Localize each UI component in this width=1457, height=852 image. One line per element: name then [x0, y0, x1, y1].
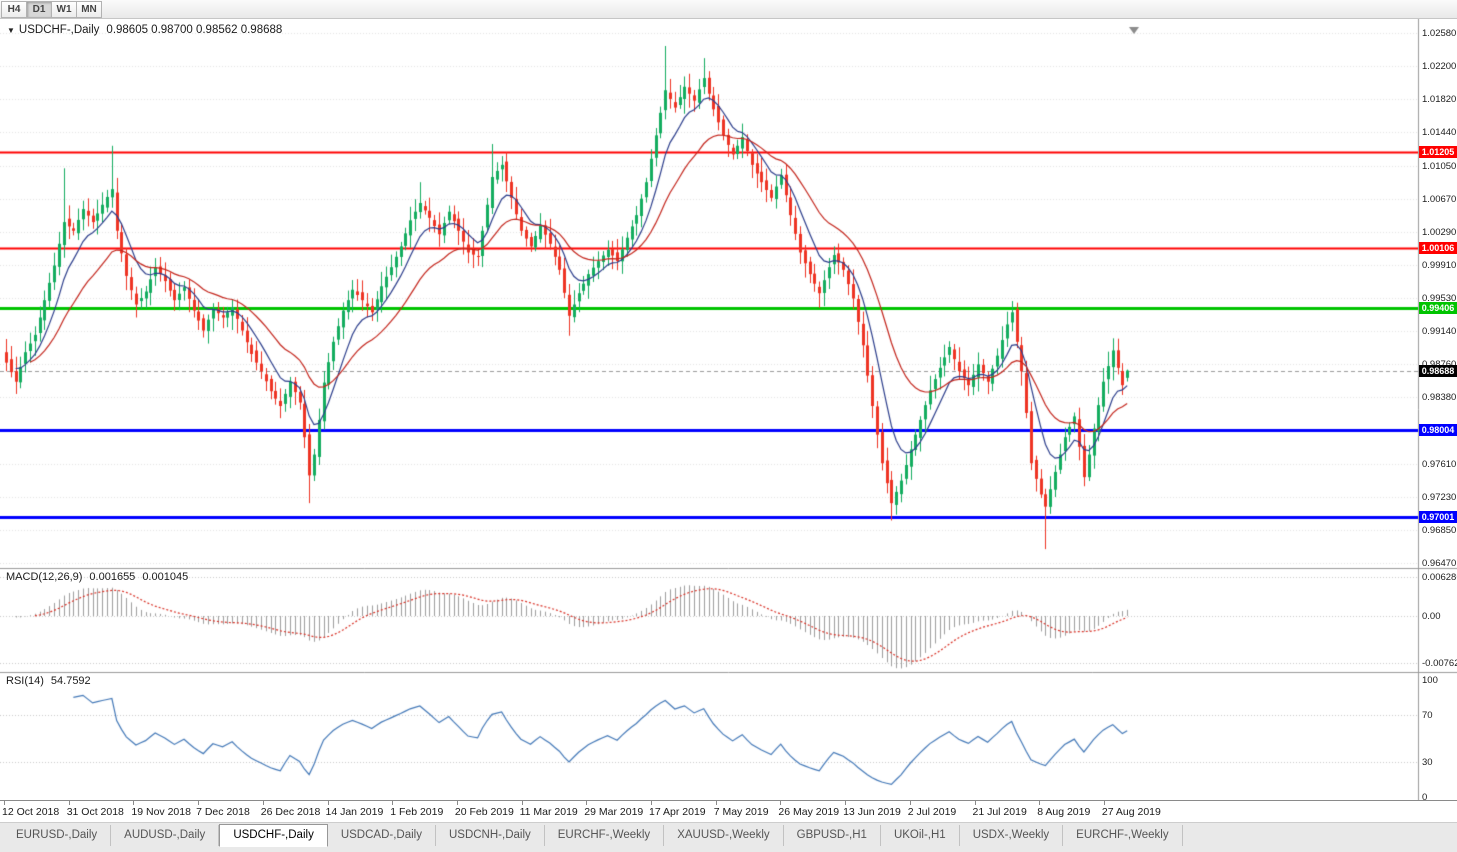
date-tick	[4, 801, 5, 805]
price-axis-label: 0.99140	[1422, 326, 1457, 338]
macd-signal-value: 0.001045	[142, 571, 189, 583]
date-tick	[1103, 801, 1105, 805]
price-axis-label: 1.01050	[1422, 160, 1457, 172]
price-axis-label: 0.96470	[1422, 558, 1457, 569]
current-price-tag: 0.98688	[1419, 364, 1457, 377]
timeframe-button-d1[interactable]: D1	[26, 0, 52, 18]
tab-usdcad-daily[interactable]: USDCAD-,Daily	[328, 825, 436, 846]
date-tick	[392, 801, 394, 805]
date-tick	[845, 801, 847, 805]
date-label: 1 Feb 2019	[390, 806, 444, 818]
price-axis-label: 0.99910	[1422, 259, 1457, 271]
date-tick	[521, 801, 523, 805]
price-axis-label: 1.01820	[1422, 93, 1457, 105]
date-tick	[715, 801, 717, 805]
date-label: 27 Aug 2019	[1101, 806, 1161, 818]
rsi-axis-label: 0	[1422, 792, 1428, 803]
date-label: 7 May 2019	[713, 806, 769, 818]
chart-title: ▼ USDCHF-,Daily 0.98605 0.98700 0.98562 0.…	[7, 24, 282, 36]
date-label: 20 Feb 2019	[454, 806, 514, 818]
tab-xauusd-weekly[interactable]: XAUUSD-,Weekly	[664, 825, 784, 846]
tab-usdchf-daily[interactable]: USDCHF-,Daily	[219, 824, 328, 847]
price-axis-label: 0.97230	[1422, 492, 1457, 504]
chart-symbol-label: USDCHF-,Daily	[18, 24, 100, 36]
price-level-tag: 0.97001	[1419, 510, 1457, 523]
date-tick	[327, 801, 329, 805]
date-label: 21 Jul 2019	[972, 806, 1027, 818]
price-axis-label: 1.00670	[1422, 193, 1457, 205]
price-axis-label: 1.02580	[1422, 28, 1457, 39]
price-axis-label: 0.96850	[1422, 525, 1457, 537]
chart-area: ▼ USDCHF-,Daily 0.98605 0.98700 0.98562 0.…	[0, 19, 1457, 803]
date-tick	[198, 801, 200, 805]
date-label: 19 Nov 2018	[131, 806, 191, 818]
date-tick	[262, 801, 264, 805]
date-label: 17 Apr 2019	[649, 806, 706, 818]
price-axis-label: 0.97610	[1422, 459, 1457, 471]
timeframe-toolbar: H4 D1 W1 MN	[0, 0, 1457, 19]
date-tick	[68, 801, 70, 805]
date-tick	[586, 801, 588, 805]
date-label: 13 Jun 2019	[843, 806, 901, 818]
tab-usdcnh-daily[interactable]: USDCNH-,Daily	[436, 825, 545, 846]
macd-main-value: 0.001655	[89, 571, 136, 583]
price-chart-canvas[interactable]	[0, 19, 1457, 800]
date-label: 29 Mar 2019	[584, 806, 644, 818]
price-level-tag: 1.00106	[1419, 241, 1457, 254]
rsi-axis-label: 30	[1422, 756, 1433, 768]
date-tick	[909, 801, 911, 805]
date-tick	[780, 801, 782, 805]
chart-tab-bar: EURUSD-,Daily AUDUSD-,Daily USDCHF-,Daily U…	[0, 822, 1457, 852]
date-tick	[133, 801, 135, 805]
date-axis[interactable]: 12 Oct 2018 31 Oct 2018 19 Nov 2018 7 Dec 2…	[0, 800, 1457, 822]
date-label: 7 Dec 2018	[196, 806, 250, 818]
price-axis-label: 1.00290	[1422, 226, 1457, 238]
date-label: 11 Mar 2019	[519, 806, 578, 818]
chart-ohlc-readout: 0.98605 0.98700 0.98562 0.98688	[106, 24, 283, 36]
macd-axis-label: 0.00	[1422, 611, 1441, 622]
rsi-label: RSI(14)	[6, 675, 44, 687]
rsi-axis-label: 100	[1422, 675, 1438, 686]
price-level-tag: 0.99406	[1419, 302, 1457, 315]
timeframe-button-w1[interactable]: W1	[51, 0, 77, 18]
price-axis-label: 0.98380	[1422, 392, 1457, 404]
date-label: 26 May 2019	[778, 806, 840, 818]
rsi-axis-label: 70	[1422, 710, 1433, 722]
date-label: 14 Jan 2019	[325, 806, 384, 818]
rsi-indicator-title: RSI(14) 54.7592	[6, 675, 91, 687]
tab-ukoil-h1[interactable]: UKOil-,H1	[881, 825, 960, 846]
date-label: 26 Dec 2018	[260, 806, 321, 818]
tab-eurchf-weekly[interactable]: EURCHF-,Weekly	[545, 825, 665, 846]
date-tick	[651, 801, 652, 805]
macd-axis-label: 0.0062860	[1422, 572, 1457, 583]
price-axis-label: 0.99530	[1422, 292, 1457, 304]
timeframe-button-mn[interactable]: MN	[76, 0, 102, 18]
symbol-menu-arrow-icon[interactable]: ▼	[7, 26, 15, 35]
price-level-tag: 1.01205	[1419, 146, 1457, 159]
date-label: 2 Jul 2019	[907, 806, 957, 818]
tab-usdx-weekly[interactable]: USDX-,Weekly	[960, 825, 1064, 846]
tab-audusd-daily[interactable]: AUDUSD-,Daily	[111, 825, 220, 846]
date-label: 12 Oct 2018	[2, 806, 60, 818]
timeframe-button-h4[interactable]: H4	[1, 0, 27, 18]
date-label: 31 Oct 2018	[66, 806, 124, 818]
tab-eurusd-daily[interactable]: EURUSD-,Daily	[3, 825, 112, 846]
tab-gbpusd-h1[interactable]: GBPUSD-,H1	[784, 825, 881, 846]
rsi-value: 54.7592	[50, 675, 91, 687]
date-tick	[1039, 801, 1041, 805]
tab-eurchf-weekly[interactable]: EURCHF-,Weekly	[1063, 825, 1183, 846]
date-label: 8 Aug 2019	[1037, 806, 1091, 818]
macd-label: MACD(12,26,9)	[6, 571, 83, 583]
date-tick	[456, 801, 458, 805]
price-axis-label: 1.01440	[1422, 126, 1457, 138]
macd-axis-label: -0.0076200	[1422, 658, 1457, 670]
price-axis-label: 1.02200	[1422, 60, 1457, 72]
date-tick	[974, 801, 976, 805]
macd-indicator-title: MACD(12,26,9) 0.001655 0.001045	[6, 571, 188, 583]
price-level-tag: 0.98004	[1419, 423, 1457, 436]
